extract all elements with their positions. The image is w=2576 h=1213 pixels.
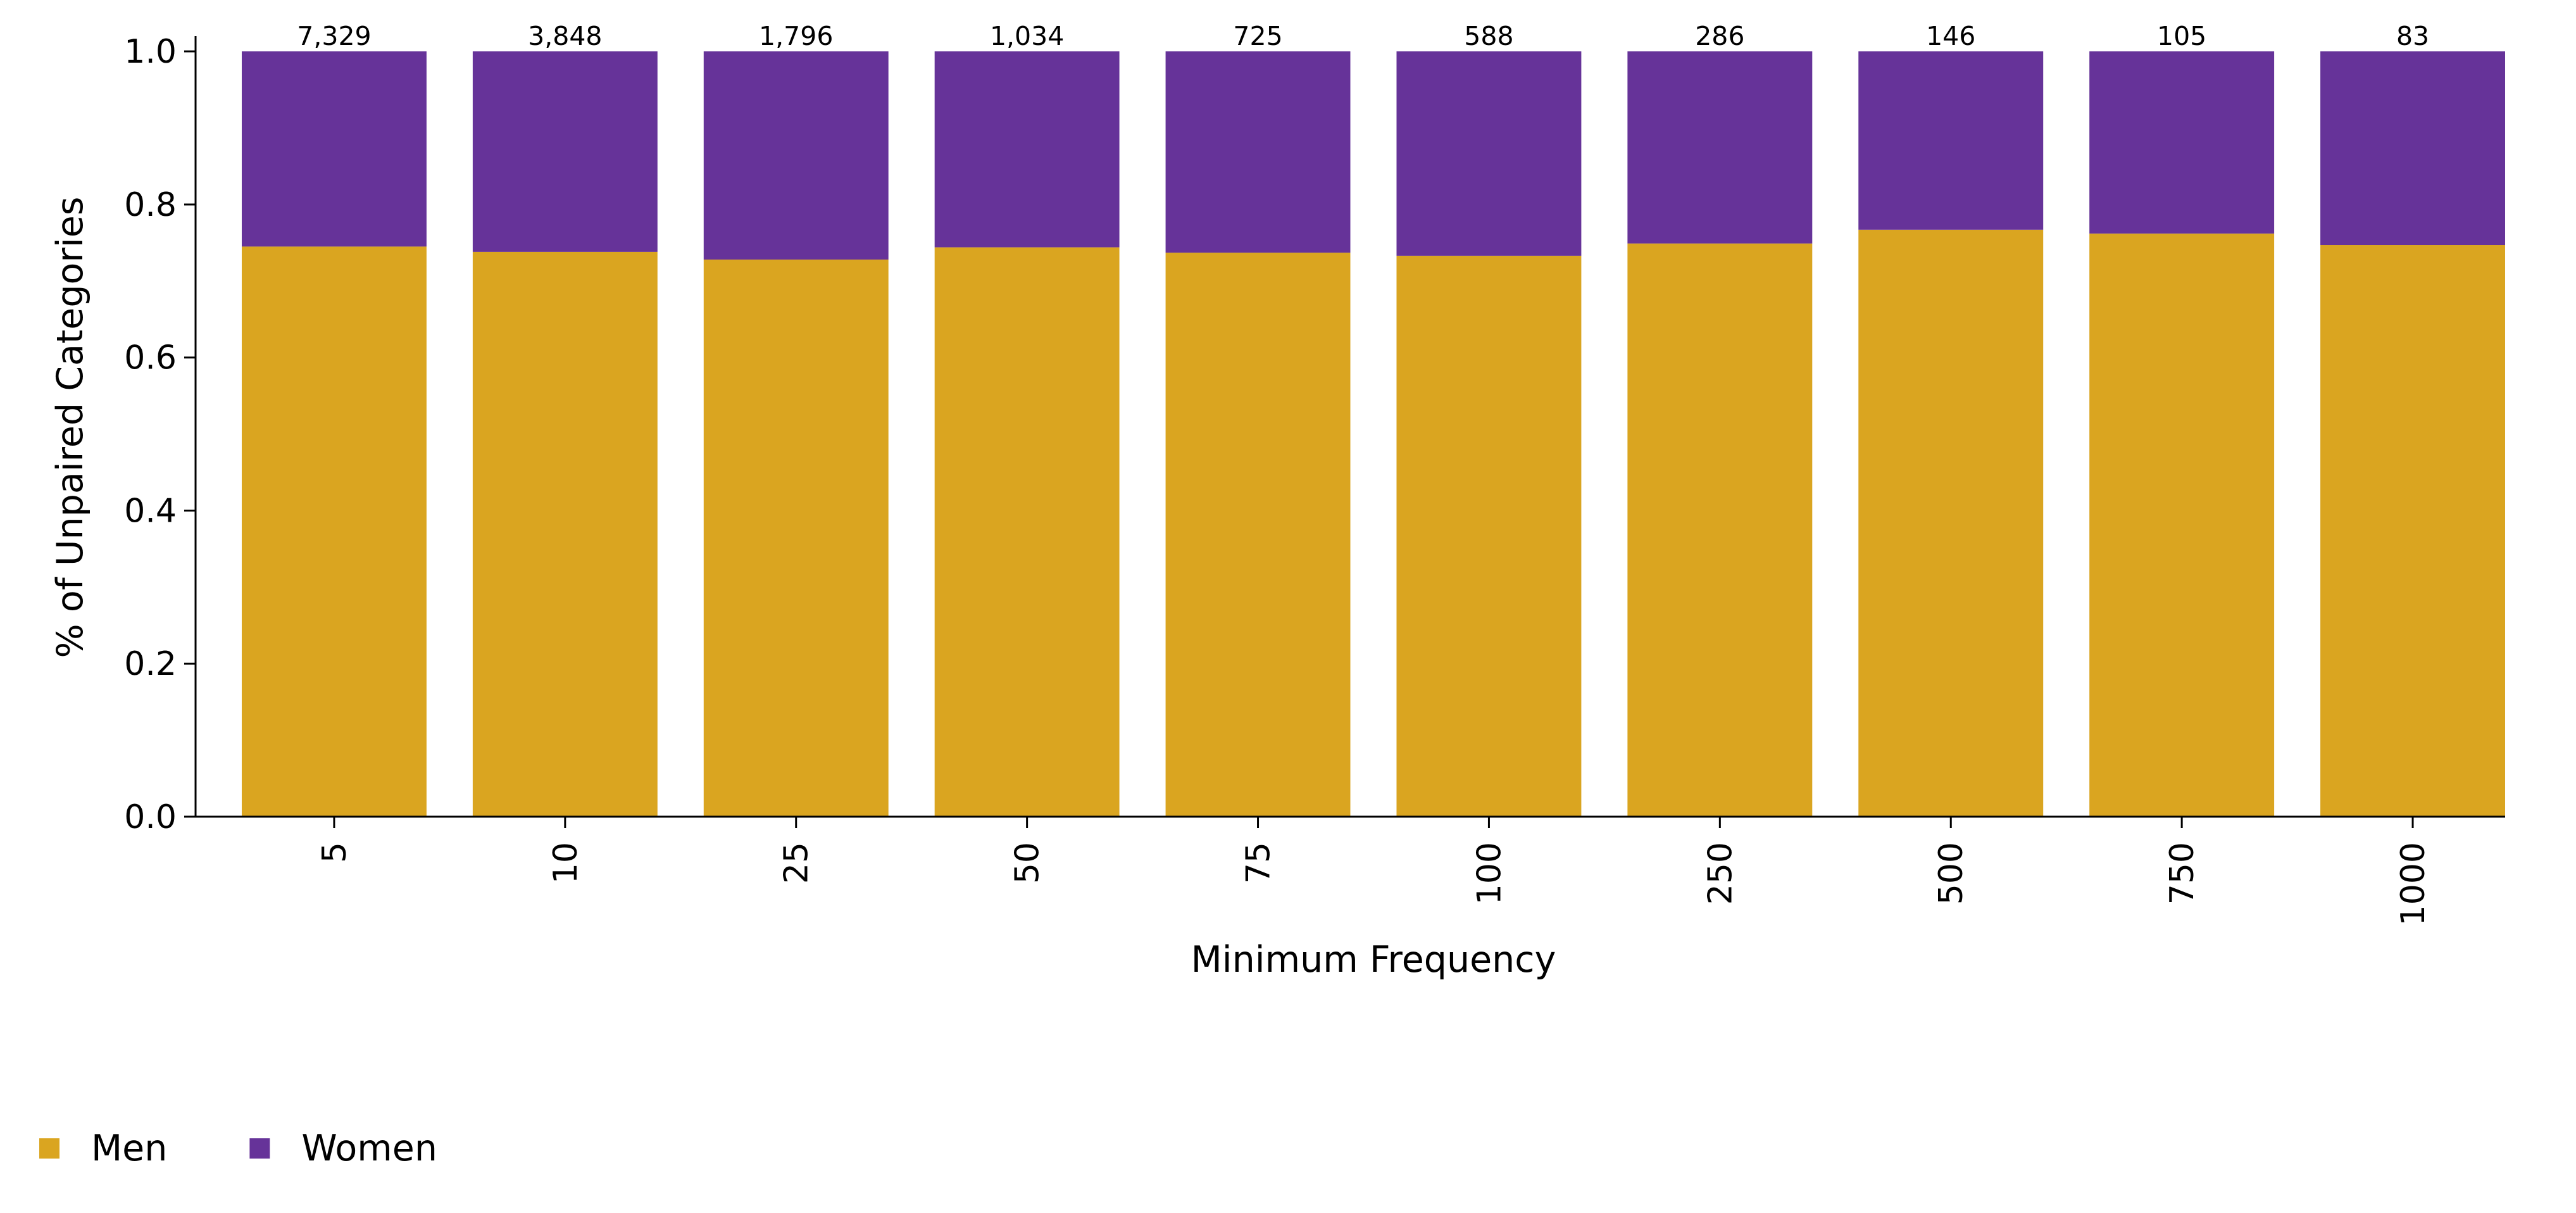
bar-label: 83 bbox=[2396, 21, 2429, 51]
legend-marker bbox=[249, 1138, 270, 1159]
y-tick-label: 1.0 bbox=[124, 33, 177, 71]
bar-label: 286 bbox=[1695, 21, 1744, 51]
legend-marker bbox=[39, 1138, 59, 1159]
bar-segment bbox=[1858, 51, 2044, 230]
bar-segment bbox=[934, 247, 1120, 817]
legend-label: Men bbox=[91, 1128, 167, 1169]
bar-segment bbox=[2089, 233, 2275, 817]
bar-segment bbox=[241, 51, 427, 247]
bar-segment bbox=[472, 51, 658, 252]
bar-segment bbox=[1165, 51, 1351, 253]
bar-segment bbox=[703, 51, 889, 260]
y-tick-label: 0.4 bbox=[124, 492, 177, 530]
y-tick-label: 0.2 bbox=[124, 645, 177, 683]
bar-segment bbox=[1627, 51, 1813, 244]
y-tick-label: 0.0 bbox=[124, 798, 177, 836]
y-tick-label: 0.8 bbox=[124, 186, 177, 224]
bar-segment bbox=[934, 51, 1120, 248]
bar-segment bbox=[1165, 253, 1351, 817]
x-tick-label: 50 bbox=[1009, 842, 1047, 884]
bar-label: 725 bbox=[1233, 21, 1282, 51]
bar-segment bbox=[1858, 229, 2044, 817]
bar-segment bbox=[2089, 51, 2275, 234]
y-axis-label: % of Unpaired Categories bbox=[49, 197, 91, 658]
bar-label: 105 bbox=[2157, 21, 2206, 51]
bar-label: 3,848 bbox=[528, 21, 602, 51]
bar-label: 1,796 bbox=[759, 21, 833, 51]
bar-segment bbox=[703, 259, 889, 817]
bar-label: 1,034 bbox=[990, 21, 1064, 51]
x-tick-label: 10 bbox=[547, 842, 585, 884]
bar-label: 588 bbox=[1464, 21, 1513, 51]
x-tick-label: 5 bbox=[316, 842, 354, 863]
x-tick-label: 100 bbox=[1470, 842, 1508, 905]
x-tick-label: 750 bbox=[2163, 842, 2201, 905]
bar-segment bbox=[472, 251, 658, 817]
x-tick-label: 1000 bbox=[2394, 842, 2432, 926]
x-axis-label: Minimum Frequency bbox=[1191, 939, 1556, 981]
bar-segment bbox=[1396, 255, 1582, 817]
bar-label: 146 bbox=[1926, 21, 1975, 51]
bar-segment bbox=[241, 246, 427, 817]
bar-label: 7,329 bbox=[297, 21, 371, 51]
x-tick-label: 75 bbox=[1240, 842, 1278, 884]
y-tick-label: 0.6 bbox=[124, 339, 177, 377]
x-tick-label: 250 bbox=[1701, 842, 1739, 905]
x-tick-label: 500 bbox=[1932, 842, 1970, 905]
bar-segment bbox=[1627, 243, 1813, 817]
bar-segment bbox=[2320, 245, 2505, 817]
bar-segment bbox=[2320, 51, 2505, 246]
x-tick-label: 25 bbox=[778, 842, 816, 884]
bar-segment bbox=[1396, 51, 1582, 256]
legend-label: Women bbox=[301, 1128, 437, 1169]
